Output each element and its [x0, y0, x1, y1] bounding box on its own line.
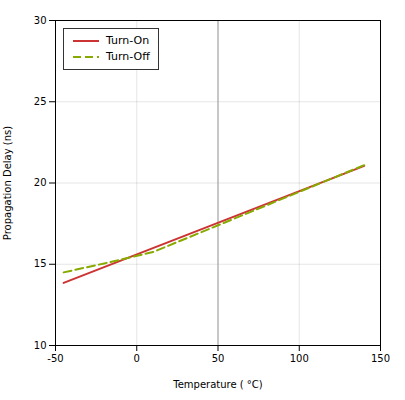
svg-text:100: 100 — [290, 353, 309, 364]
svg-text:20: 20 — [34, 177, 47, 188]
svg-text:150: 150 — [371, 353, 390, 364]
html-text:Turn-On: Turn-On — [106, 34, 150, 47]
svg-text:Temperature ( °C): Temperature ( °C) — [172, 379, 263, 390]
svg-text:-50: -50 — [47, 353, 63, 364]
svg-text:25: 25 — [34, 96, 47, 107]
svg-text:50: 50 — [212, 353, 225, 364]
svg-text:10: 10 — [34, 340, 47, 351]
svg-text:Propagation Delay (ns): Propagation Delay (ns) — [2, 126, 13, 240]
html-text:Turn-Off: Turn-Off — [106, 50, 150, 63]
svg-text:15: 15 — [34, 258, 47, 269]
svg-text:30: 30 — [34, 15, 47, 26]
svg-text:0: 0 — [134, 353, 140, 364]
